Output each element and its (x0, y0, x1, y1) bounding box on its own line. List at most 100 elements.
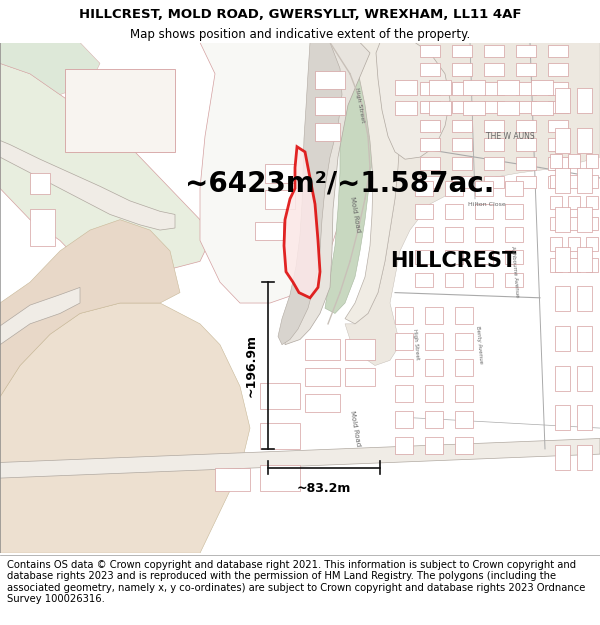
Text: High Street: High Street (355, 87, 365, 123)
Bar (484, 63, 504, 76)
Bar (550, 175, 562, 188)
Bar (260, 423, 300, 449)
Bar (415, 250, 433, 264)
Bar (265, 164, 295, 183)
Bar (548, 157, 568, 169)
Bar (260, 464, 300, 491)
Bar (455, 438, 473, 454)
Bar (463, 80, 485, 94)
Bar (215, 468, 250, 491)
Bar (265, 191, 295, 209)
Bar (452, 138, 472, 151)
Bar (484, 44, 504, 57)
Bar (420, 119, 440, 132)
Bar (586, 154, 598, 168)
Bar (484, 176, 504, 188)
Bar (586, 196, 598, 209)
Bar (425, 308, 443, 324)
Bar (516, 138, 536, 151)
Bar (555, 405, 570, 430)
Bar (484, 138, 504, 151)
Bar (516, 44, 536, 57)
Bar (415, 227, 433, 241)
Bar (315, 71, 345, 89)
Bar (452, 101, 472, 113)
Bar (568, 238, 580, 251)
Bar (577, 405, 592, 430)
Bar (555, 326, 570, 351)
Text: HILLCREST: HILLCREST (390, 251, 516, 271)
Polygon shape (376, 42, 450, 159)
Bar (315, 97, 345, 116)
Bar (475, 272, 493, 288)
Polygon shape (285, 42, 370, 345)
Bar (555, 445, 570, 470)
Text: Mold Road: Mold Road (349, 410, 361, 446)
Bar (548, 63, 568, 76)
Bar (555, 366, 570, 391)
Text: ~83.2m: ~83.2m (297, 482, 351, 495)
Bar (550, 216, 562, 230)
Bar (475, 250, 493, 264)
Bar (455, 386, 473, 402)
Bar (420, 176, 440, 188)
Bar (550, 154, 562, 168)
Bar (516, 101, 536, 113)
Bar (395, 308, 413, 324)
Bar (516, 63, 536, 76)
Bar (577, 445, 592, 470)
Bar (555, 286, 570, 311)
Bar (577, 247, 592, 272)
Bar (30, 209, 55, 246)
Bar (445, 272, 463, 288)
Bar (415, 272, 433, 288)
Bar (548, 101, 568, 113)
Bar (305, 339, 340, 361)
Bar (516, 157, 536, 169)
Bar (345, 368, 375, 386)
Bar (429, 80, 451, 94)
Bar (455, 308, 473, 324)
Polygon shape (345, 42, 400, 324)
Polygon shape (0, 288, 80, 345)
Polygon shape (200, 42, 355, 303)
Text: Map shows position and indicative extent of the property.: Map shows position and indicative extent… (130, 28, 470, 41)
Bar (505, 204, 523, 219)
Polygon shape (0, 141, 175, 230)
Bar (395, 411, 413, 428)
Bar (445, 250, 463, 264)
Bar (425, 438, 443, 454)
Bar (425, 411, 443, 428)
Text: ~6423m²/~1.587ac.: ~6423m²/~1.587ac. (185, 169, 494, 197)
Bar (568, 196, 580, 209)
Bar (577, 326, 592, 351)
Bar (455, 359, 473, 376)
Bar (452, 119, 472, 132)
Polygon shape (0, 439, 600, 478)
Bar (420, 138, 440, 151)
Bar (568, 258, 580, 272)
Bar (463, 101, 485, 116)
Bar (548, 119, 568, 132)
Bar (420, 157, 440, 169)
Bar (425, 386, 443, 402)
Bar (550, 196, 562, 209)
Bar (555, 207, 570, 232)
Bar (420, 44, 440, 57)
Bar (429, 101, 451, 116)
Bar (395, 80, 417, 94)
Bar (395, 333, 413, 350)
Bar (548, 44, 568, 57)
Bar (548, 176, 568, 188)
Text: High Street: High Street (412, 329, 419, 361)
Bar (452, 44, 472, 57)
Bar (305, 394, 340, 412)
Bar (415, 181, 433, 196)
Bar (577, 286, 592, 311)
Bar (548, 138, 568, 151)
Bar (420, 82, 440, 94)
Text: Ashbourne Avenue: Ashbourne Avenue (510, 246, 520, 298)
Bar (505, 250, 523, 264)
Bar (395, 101, 417, 116)
Bar (586, 238, 598, 251)
